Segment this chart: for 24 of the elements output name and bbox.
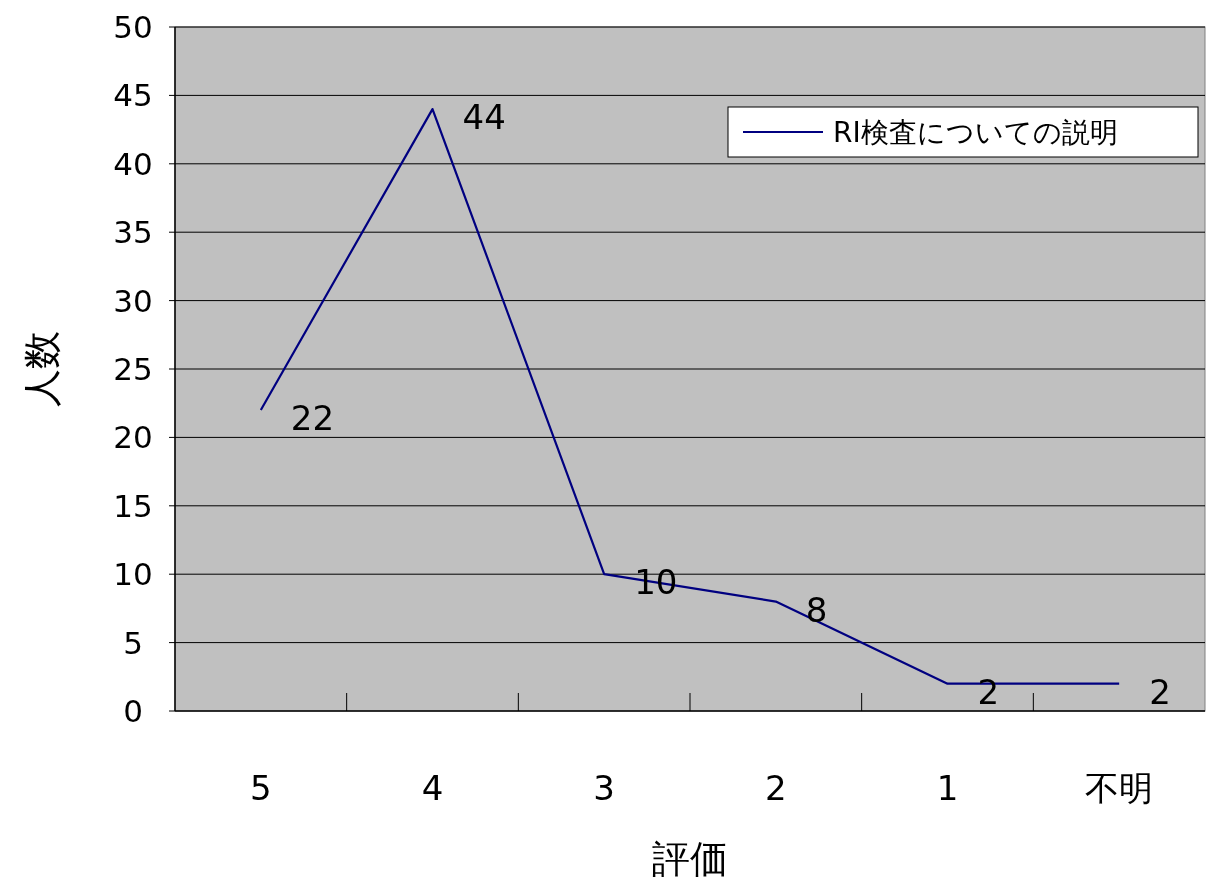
- data-label: 2: [1149, 671, 1171, 712]
- x-tick-label: 5: [250, 768, 272, 808]
- y-tick-label: 10: [113, 556, 153, 593]
- y-tick-label: 35: [113, 214, 153, 251]
- y-tick-label: 20: [113, 419, 153, 456]
- y-tick-label: 15: [113, 487, 153, 524]
- data-label: 22: [290, 398, 335, 439]
- x-tick-label: 不明: [1085, 768, 1154, 808]
- x-tick-label: 1: [936, 768, 959, 808]
- y-tick-label: 50: [113, 9, 153, 45]
- data-label: 8: [805, 589, 828, 630]
- y-tick-label: 25: [113, 351, 153, 387]
- x-axis-title: 評価: [652, 837, 728, 881]
- data-label: 44: [462, 97, 506, 138]
- y-tick-label: 45: [113, 77, 153, 114]
- y-tick-label: 5: [123, 624, 143, 661]
- y-axis-title: 人数: [20, 331, 64, 407]
- y-tick-label: 40: [113, 145, 153, 182]
- y-tick-label: 0: [123, 693, 143, 729]
- x-tick-label: 4: [421, 768, 444, 808]
- legend-label: RI検査についての説明: [833, 116, 1118, 149]
- x-tick-label: 3: [593, 768, 615, 808]
- y-tick-label: 30: [113, 282, 153, 319]
- x-tick-label: 2: [765, 768, 787, 808]
